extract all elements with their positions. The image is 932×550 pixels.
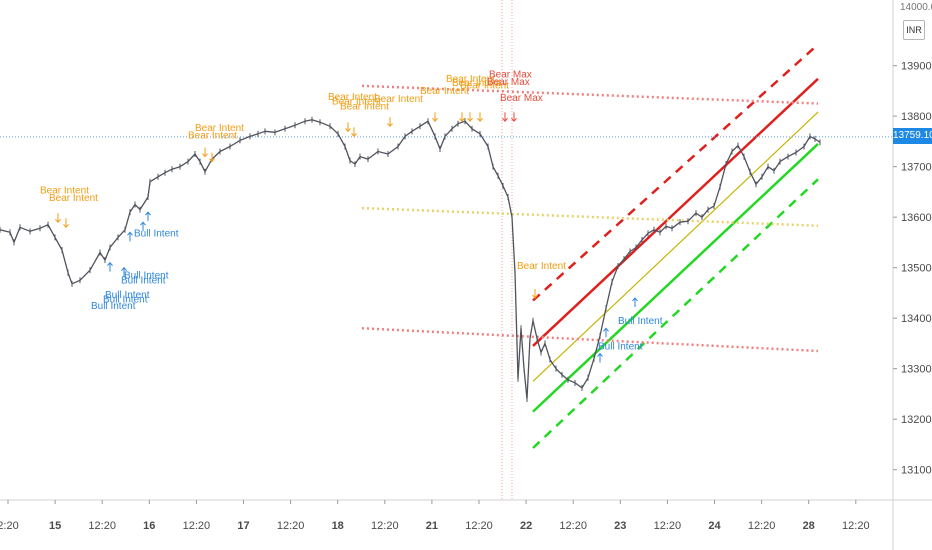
y-tick-label: 13700.00 (901, 162, 932, 174)
signal-arrowhead (55, 218, 61, 224)
x-tick-label: 21 (426, 520, 438, 532)
signal-arrowhead (532, 294, 538, 299)
signal-arrowhead (511, 117, 517, 122)
signal-annotation: Bull Intent (103, 295, 148, 306)
y-tick-label: 13300.00 (901, 364, 932, 376)
signal-annotation: Bear Max (489, 69, 532, 80)
x-tick-label: 12:20 (183, 520, 211, 532)
signal-arrowhead (107, 261, 113, 266)
signal-annotation: Bear Intent (188, 130, 237, 141)
signal-annotation: Bear Intent (517, 261, 566, 272)
overlay-line-7 (361, 206, 819, 228)
signal-annotation: Bear Intent (40, 185, 89, 196)
overlay-line-0 (532, 77, 819, 347)
signal-annotation: Bear Max (487, 77, 530, 88)
currency-badge[interactable]: INR (903, 20, 925, 40)
x-tick-label: 12:20 (748, 520, 776, 532)
signal-arrowhead (387, 122, 393, 128)
x-tick-label: 18 (332, 520, 344, 532)
x-tick-label: 24 (708, 520, 721, 532)
signal-annotation: Bull Intent (124, 270, 169, 281)
signal-annotation: Bear Intent (374, 94, 423, 105)
x-tick-label: 22 (520, 520, 532, 532)
y-tick-label: 13200.00 (901, 414, 932, 426)
signal-arrowhead (127, 231, 133, 236)
signal-arrowhead (63, 223, 69, 229)
signal-arrowhead (145, 211, 151, 216)
signal-arrowhead (140, 221, 146, 226)
overlay-line-5 (361, 84, 819, 105)
x-tick-label: 2:20 (0, 520, 19, 532)
signal-annotation: Bull Intent (618, 316, 663, 327)
y-tick-label: 13800.00 (901, 111, 932, 123)
x-tick-label: 12:20 (654, 520, 682, 532)
signal-arrowhead (209, 158, 215, 163)
signal-arrowhead (459, 117, 465, 122)
price-series-line (0, 119, 821, 400)
signal-arrowhead (477, 117, 483, 122)
y-tick-label: 13900.00 (901, 61, 932, 73)
x-tick-label: 12:20 (559, 520, 587, 532)
signal-annotation: Bear Max (500, 93, 543, 104)
x-tick-label: 12:20 (371, 520, 399, 532)
signal-arrowhead (121, 266, 127, 271)
signal-arrowhead (632, 297, 638, 302)
signal-arrowhead (603, 327, 609, 332)
y-tick-label: 13500.00 (901, 263, 932, 275)
signal-annotation: Bear Intent (340, 102, 389, 113)
overlay-line-1 (532, 43, 819, 302)
signal-arrowhead (202, 153, 208, 158)
last-price-tag: 13759.10 (893, 128, 932, 144)
signal-annotation: Bear Intent (332, 97, 381, 108)
signal-annotation: Bull Intent (121, 275, 166, 286)
overlay-line-6 (361, 327, 819, 353)
signal-arrowhead (502, 117, 508, 122)
signal-annotation: Bear Intent (328, 92, 377, 103)
x-tick-label: 12:20 (842, 520, 870, 532)
signal-annotation: Bull Intent (105, 290, 150, 301)
y-tick-label: 13400.00 (901, 313, 932, 325)
x-tick-label: 28 (803, 520, 815, 532)
signal-annotation: Bear Intent (195, 123, 244, 134)
x-tick-label: 17 (237, 520, 249, 532)
signal-arrowhead (467, 117, 473, 122)
signal-annotation: Bear Intent (420, 86, 469, 97)
signal-arrowhead (597, 352, 603, 357)
x-tick-label: 16 (143, 520, 155, 532)
x-tick-label: 23 (614, 520, 626, 532)
signal-annotation: Bear Intent (446, 74, 495, 85)
x-tick-label: 12:20 (277, 520, 305, 532)
signal-annotation: Bull Intent (91, 301, 136, 312)
overlay-line-2 (532, 143, 819, 413)
signal-arrowhead (432, 117, 438, 122)
signal-annotation: Bear Intent (460, 80, 509, 91)
x-tick-label: 15 (49, 520, 61, 532)
signal-arrowhead (351, 133, 357, 138)
y-tick-label: 13600.00 (901, 212, 932, 224)
signal-annotation: Bear Intent (452, 78, 501, 89)
signal-arrowhead (345, 127, 351, 133)
x-tick-label: 12:20 (88, 520, 116, 532)
y-tick-label: 13100.00 (901, 465, 932, 477)
overlay-line-4 (532, 111, 819, 382)
signal-annotation: Bull Intent (598, 341, 643, 352)
signal-annotation: Bull Intent (134, 228, 179, 239)
overlay-line-3 (532, 178, 819, 449)
top-partial-tick: 14000.00 (900, 2, 932, 13)
x-tick-label: 12:20 (465, 520, 493, 532)
signal-annotation: Bear Intent (49, 193, 98, 204)
